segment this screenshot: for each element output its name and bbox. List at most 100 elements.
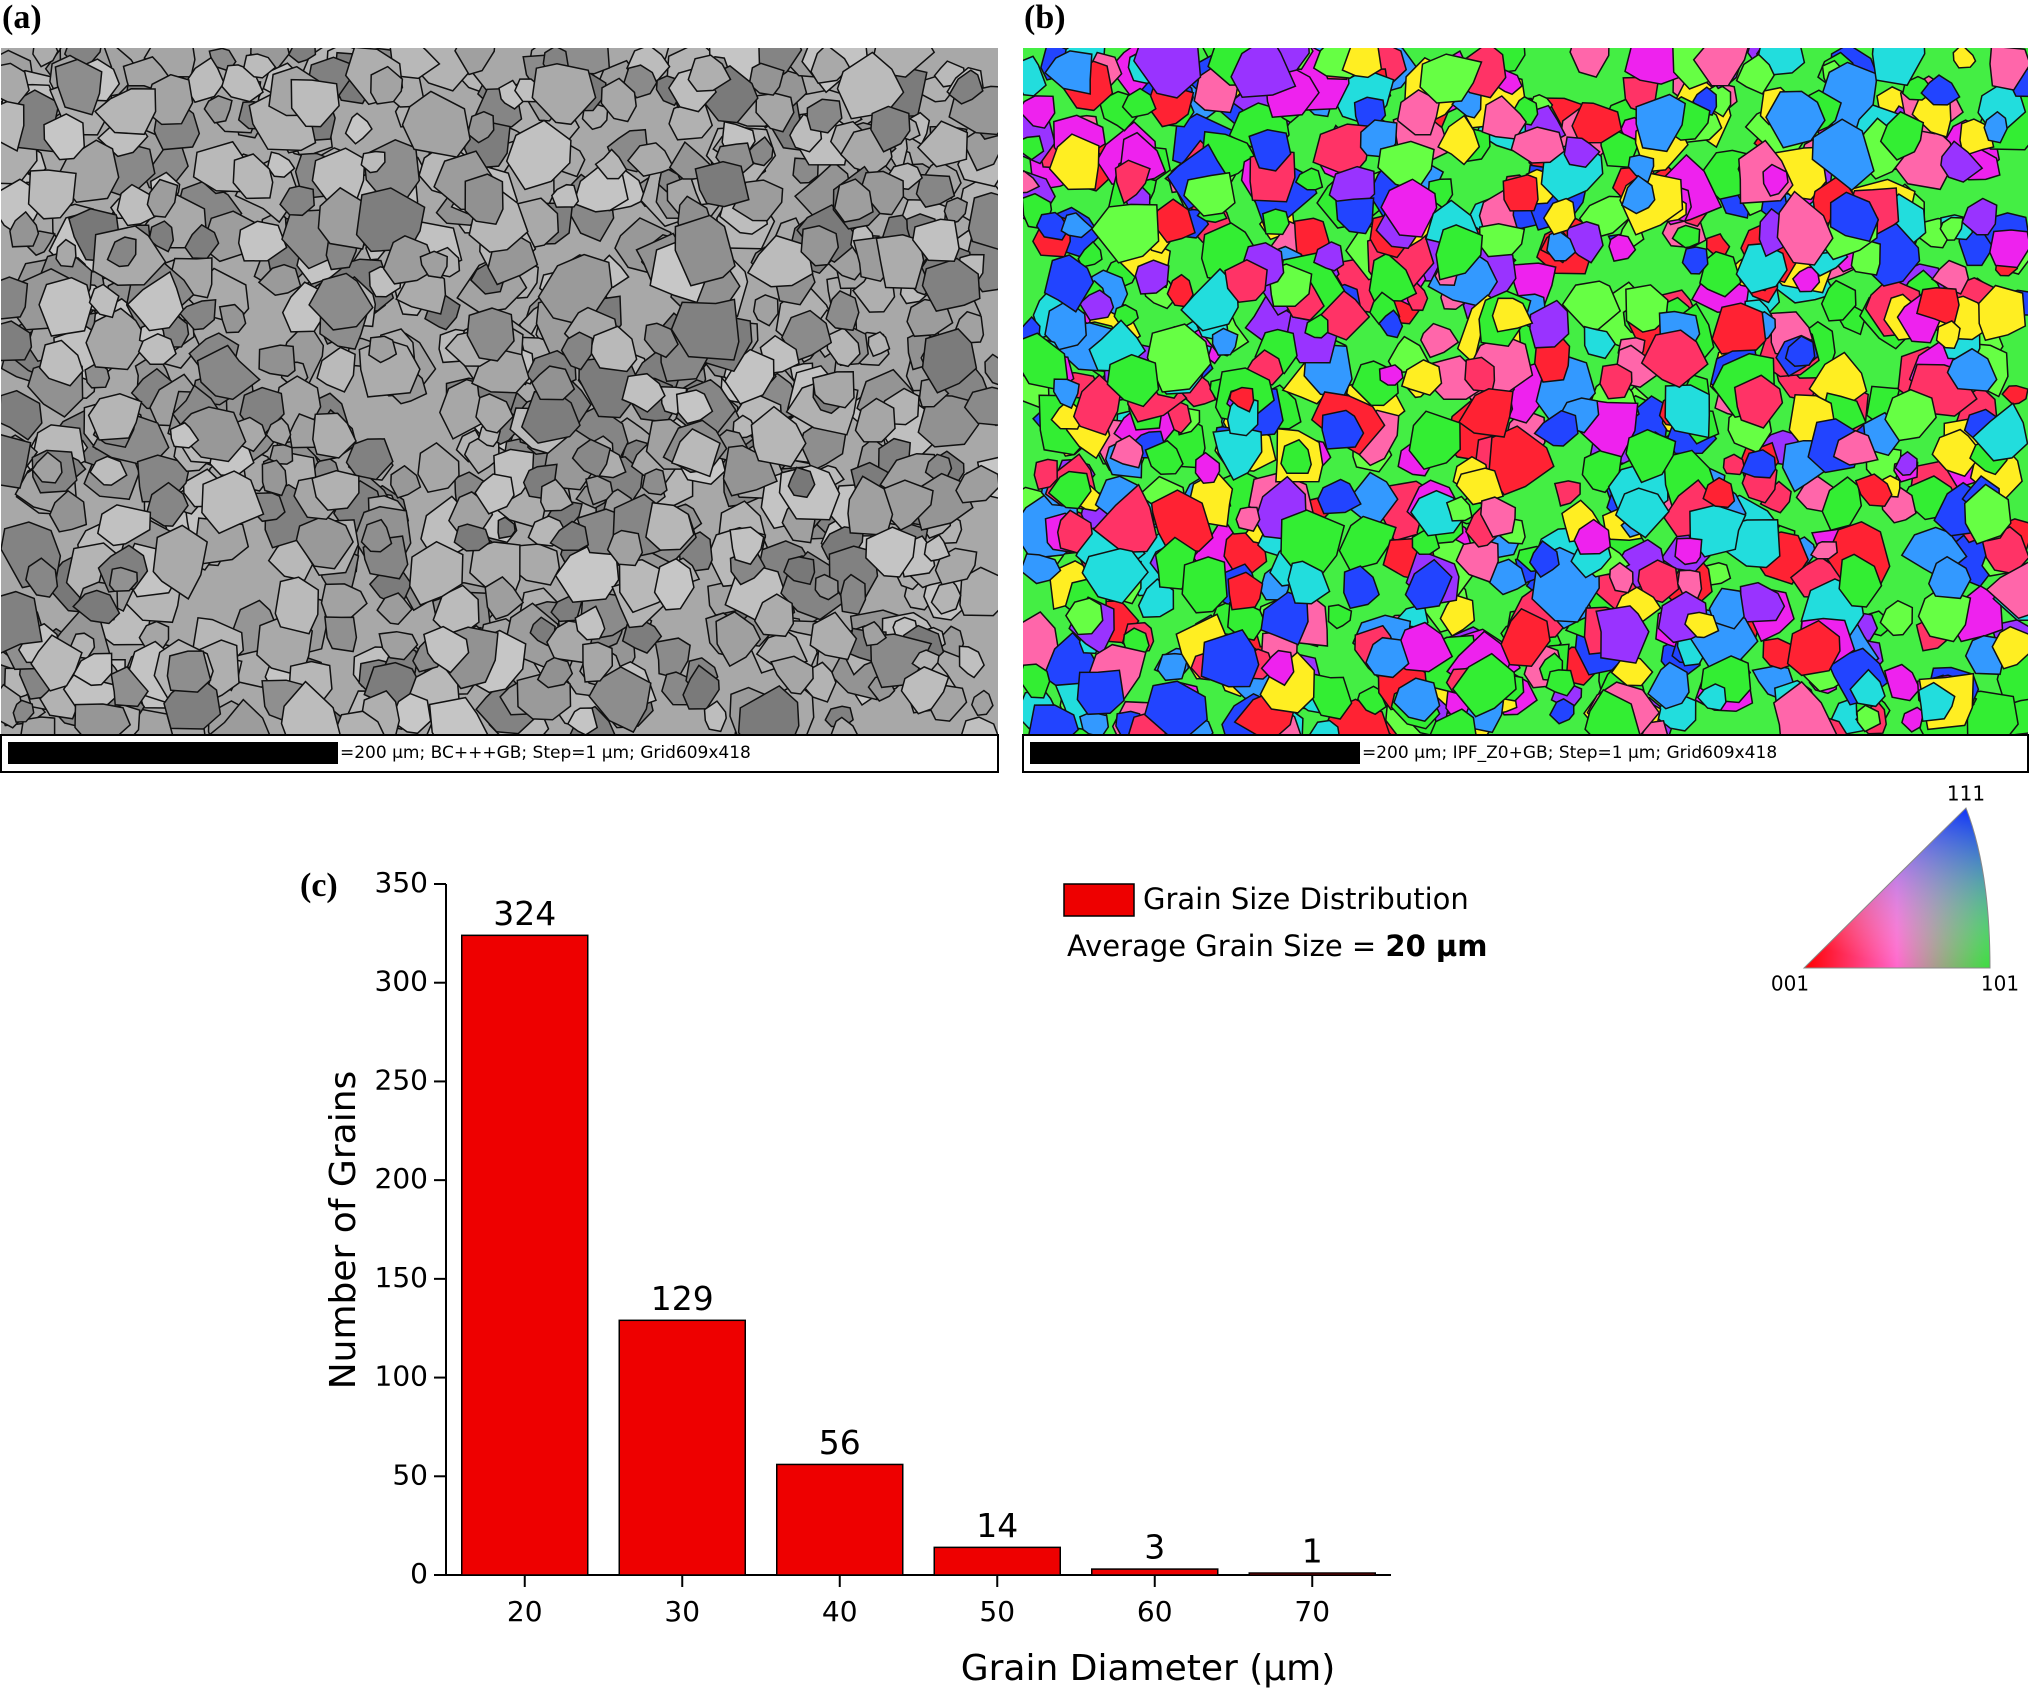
grain (1500, 607, 1551, 667)
scale-text: =200 µm; BC+++GB; Step=1 µm; Grid609x418 (340, 743, 751, 763)
grain (96, 504, 152, 547)
grain (1963, 483, 2012, 545)
scale-bar (1030, 742, 1360, 764)
grain (1044, 299, 1087, 351)
grain (1625, 284, 1669, 333)
grain (1114, 159, 1151, 205)
grain (1786, 619, 1841, 677)
x-tick-label: 20 (507, 1595, 543, 1628)
grain (1553, 480, 1581, 507)
grain (1081, 547, 1149, 605)
grain (1144, 439, 1184, 475)
grain (703, 700, 727, 733)
grain (1458, 388, 1514, 438)
grain (967, 192, 998, 250)
grain (30, 634, 83, 692)
grain (1378, 364, 1404, 386)
grain (1733, 374, 1784, 429)
grain (1829, 191, 1880, 243)
x-tick-label: 60 (1137, 1595, 1173, 1628)
grain (1121, 87, 1157, 119)
y-tick-label: 350 (375, 866, 428, 899)
grain (417, 441, 460, 494)
grain (1971, 402, 2028, 462)
grain (1146, 323, 1212, 393)
grain (915, 173, 956, 208)
grain (520, 390, 581, 444)
grain (752, 294, 779, 327)
grain (1378, 309, 1404, 339)
grain (316, 346, 356, 393)
grain (464, 173, 504, 226)
grain (32, 48, 59, 68)
grain (1, 100, 25, 153)
data-label: 3 (1144, 1528, 1165, 1567)
grain (1078, 289, 1115, 322)
grain (1689, 504, 1747, 558)
data-label: 56 (819, 1423, 861, 1462)
grain (345, 438, 394, 481)
grain (1480, 496, 1517, 538)
grain (694, 160, 750, 208)
grain (1212, 427, 1263, 481)
data-label: 129 (651, 1279, 714, 1318)
grain (54, 58, 103, 116)
panel-label: (c) (300, 867, 338, 904)
grain (454, 48, 496, 76)
grain (137, 332, 177, 366)
grain (1181, 556, 1228, 614)
grain (390, 464, 422, 499)
grain (1235, 506, 1261, 532)
x-tick-label: 30 (664, 1595, 700, 1628)
grain (1608, 234, 1637, 262)
grain (833, 178, 874, 223)
grain (825, 289, 860, 332)
y-tick-label: 50 (392, 1458, 428, 1491)
grain (1684, 611, 1720, 639)
grain (588, 666, 652, 734)
grain (1624, 48, 1687, 85)
grain (1809, 540, 1838, 560)
grain (401, 90, 471, 158)
grain (1106, 353, 1160, 408)
y-tick-label: 300 (375, 965, 428, 998)
grain (1451, 652, 1517, 718)
grain (152, 524, 209, 600)
grain (1883, 663, 1921, 702)
grain (466, 307, 515, 362)
bar (461, 934, 589, 1576)
y-tick-label: 150 (375, 1261, 428, 1294)
grain (540, 478, 574, 512)
grain (921, 257, 981, 312)
grain (574, 605, 606, 641)
grain (1702, 476, 1736, 509)
y-tick-label: 0 (410, 1557, 428, 1590)
grain (1090, 203, 1160, 264)
grain (1674, 537, 1703, 566)
grain (531, 63, 597, 126)
grain (1259, 651, 1316, 714)
grain (370, 65, 404, 105)
grain (475, 393, 514, 434)
grain (674, 214, 736, 287)
grain (1711, 302, 1767, 355)
grain (560, 331, 594, 371)
grain (814, 573, 839, 601)
grain (38, 276, 93, 337)
grain (382, 234, 438, 285)
grain (148, 220, 175, 253)
grain (1143, 680, 1208, 735)
grain (1335, 197, 1375, 235)
grain (1044, 50, 1093, 95)
grain (423, 625, 470, 674)
grain (1338, 515, 1397, 572)
grain (682, 664, 720, 710)
grain (290, 78, 340, 128)
grain (1023, 169, 1041, 194)
grain (1548, 698, 1575, 725)
grain (1455, 539, 1499, 583)
grain (626, 142, 675, 178)
grain (1692, 48, 1749, 87)
grain (865, 526, 917, 578)
grain (360, 150, 386, 174)
